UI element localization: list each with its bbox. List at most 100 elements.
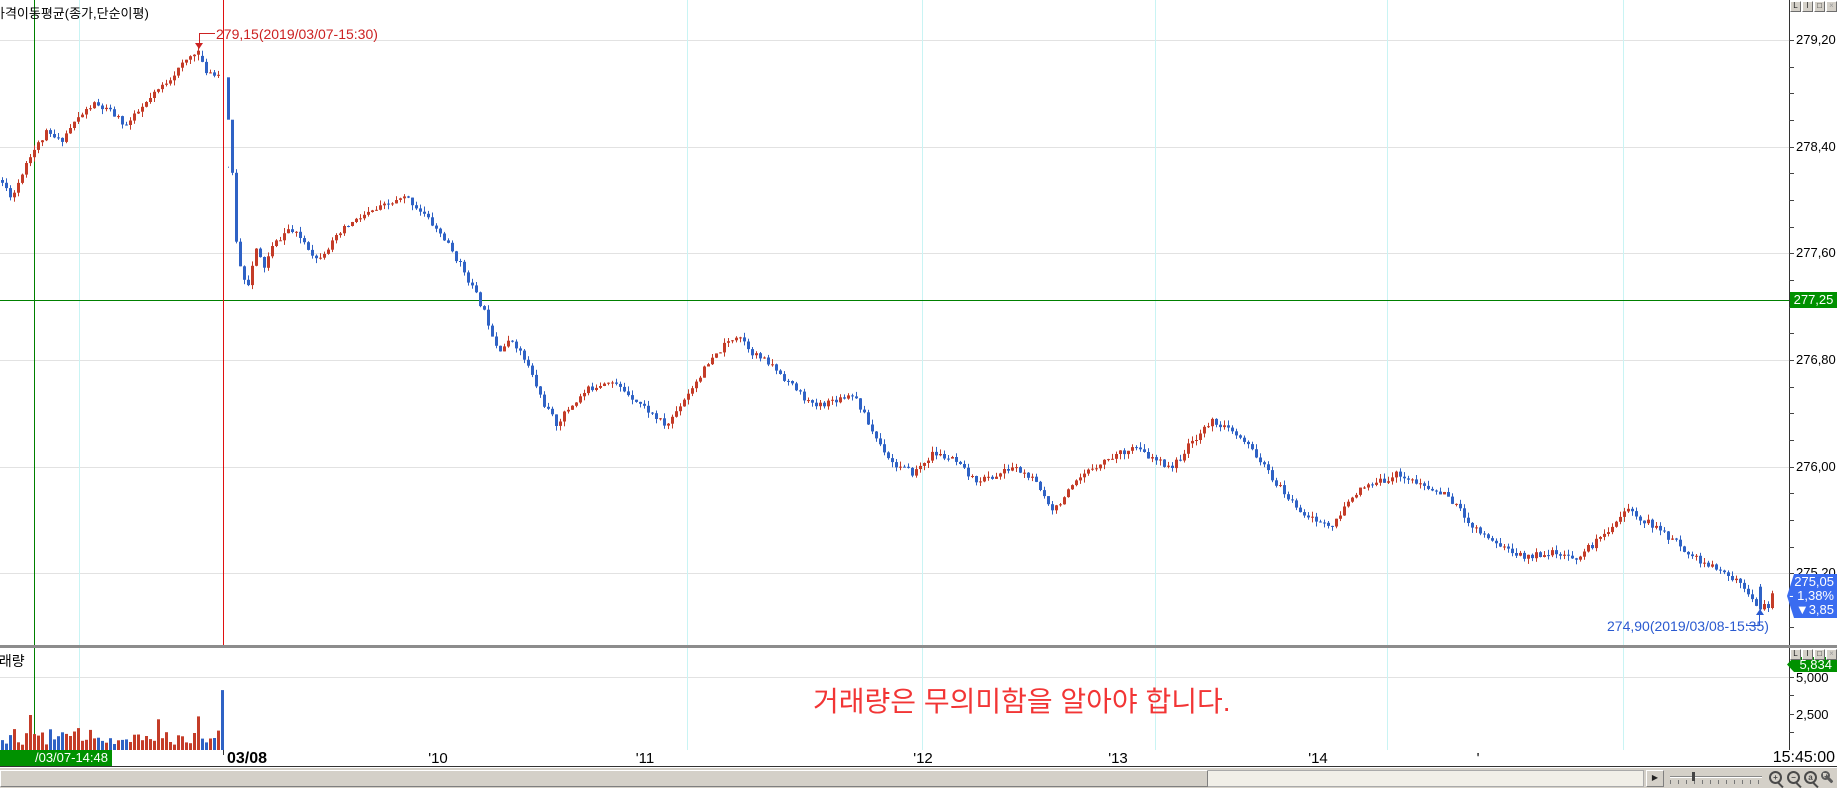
crosshair-horizontal-line [0, 300, 1789, 301]
candle [863, 405, 866, 414]
volume-bar [73, 731, 76, 750]
volume-bar [141, 740, 144, 750]
candle [1731, 571, 1734, 582]
volume-bar [217, 730, 220, 750]
bottom-toolbar: ▶ + − a [0, 767, 1837, 788]
candle [153, 89, 156, 102]
candle [109, 104, 112, 112]
volume-bar [29, 715, 32, 750]
candle [125, 121, 128, 126]
chart-settings-button[interactable] [1820, 770, 1837, 787]
candle [1243, 435, 1246, 445]
candle [1459, 499, 1462, 511]
candle [571, 405, 574, 410]
price-axis-label: 276,80 [1796, 352, 1836, 367]
volume-bar [117, 740, 120, 750]
time-axis-label: ' [1476, 750, 1480, 767]
candle [1295, 498, 1298, 511]
zoom-slider[interactable] [1668, 770, 1764, 787]
pane-maximize-button[interactable]: □ [1814, 649, 1825, 660]
candle [655, 410, 658, 424]
volume-bar [61, 732, 64, 750]
candle [101, 103, 104, 115]
candle [1663, 527, 1666, 533]
volume-bar [201, 738, 204, 750]
candle [891, 454, 894, 468]
candle [843, 394, 846, 400]
candle [751, 347, 754, 359]
candle [93, 101, 96, 109]
scroll-right-button[interactable]: ▶ [1646, 770, 1664, 787]
candle [1359, 487, 1362, 497]
pane-divider[interactable] [0, 645, 1837, 648]
candle [1427, 480, 1430, 491]
candle [193, 54, 196, 62]
volume-bar [105, 742, 108, 750]
price-gridline [0, 466, 1789, 468]
low-annotation-arrow-icon [1756, 609, 1764, 615]
candle [299, 226, 302, 244]
candle [295, 231, 298, 237]
zoom-slider-tick [1694, 780, 1695, 784]
candle [1255, 444, 1258, 459]
candle [65, 130, 68, 144]
zoom-auto-button[interactable]: a [1803, 770, 1820, 788]
candle [1207, 422, 1210, 428]
price-axis-label: 278,40 [1796, 138, 1836, 154]
candle [1067, 488, 1070, 498]
volume-bar [121, 739, 124, 750]
low-price-annotation: 274,90(2019/03/08-15:35) [1607, 618, 1769, 634]
price-axis-tick [1789, 200, 1794, 201]
candle [1063, 496, 1066, 505]
price-axis-tick [1789, 173, 1794, 175]
zoom-auto-icon: a [1804, 771, 1817, 784]
candle [1603, 529, 1606, 541]
price-axis-tick [1789, 573, 1794, 575]
candle [1047, 496, 1050, 506]
zoom-out-button[interactable]: − [1786, 770, 1803, 788]
price-axis-tick [1789, 466, 1794, 468]
wrench-icon-head [1821, 771, 1830, 780]
candle [1575, 557, 1578, 565]
pane-maximize-button[interactable]: □ [1814, 1, 1825, 12]
zoom-slider-thumb[interactable] [1692, 772, 1695, 781]
scrollbar-thumb[interactable] [0, 770, 1208, 787]
candle [1695, 554, 1698, 561]
candle [1771, 590, 1774, 610]
candle [403, 194, 406, 204]
candle [1755, 597, 1758, 607]
zoom-in-button[interactable]: + [1768, 770, 1785, 788]
high-annotation-stem [199, 33, 200, 43]
candle [815, 398, 818, 410]
candle [947, 455, 950, 462]
volume-bar [57, 736, 60, 750]
price-candlestick-plot[interactable] [0, 0, 1789, 645]
candle [41, 140, 44, 147]
candle [1235, 428, 1238, 439]
pane-close-button[interactable]: × [1826, 649, 1837, 660]
pane-tool-button[interactable]: L [1790, 1, 1801, 12]
candle [835, 395, 838, 407]
volume-overlay-note: 거래량은 무의미함을 알아야 합니다. [813, 686, 1231, 717]
candle [603, 382, 606, 387]
candle [475, 282, 478, 294]
candle [1203, 425, 1206, 438]
candle [1607, 527, 1610, 537]
pane-tool-button[interactable]: L [1790, 649, 1801, 660]
candle [943, 450, 946, 461]
volume-bar-plot[interactable] [0, 648, 1789, 750]
candle [915, 465, 918, 478]
candle [739, 336, 742, 343]
candle [455, 250, 458, 264]
candle [1519, 550, 1522, 557]
candle [547, 402, 550, 410]
pane-close-button[interactable]: × [1826, 1, 1837, 12]
candle [1523, 550, 1526, 562]
pane-indicator-button[interactable]: I [1802, 649, 1813, 660]
candle [383, 201, 386, 210]
zoom-slider-tick [1726, 780, 1727, 784]
pane-indicator-button[interactable]: I [1802, 1, 1813, 12]
candle [1483, 531, 1486, 538]
candle [1707, 560, 1710, 568]
candle [1231, 425, 1234, 434]
